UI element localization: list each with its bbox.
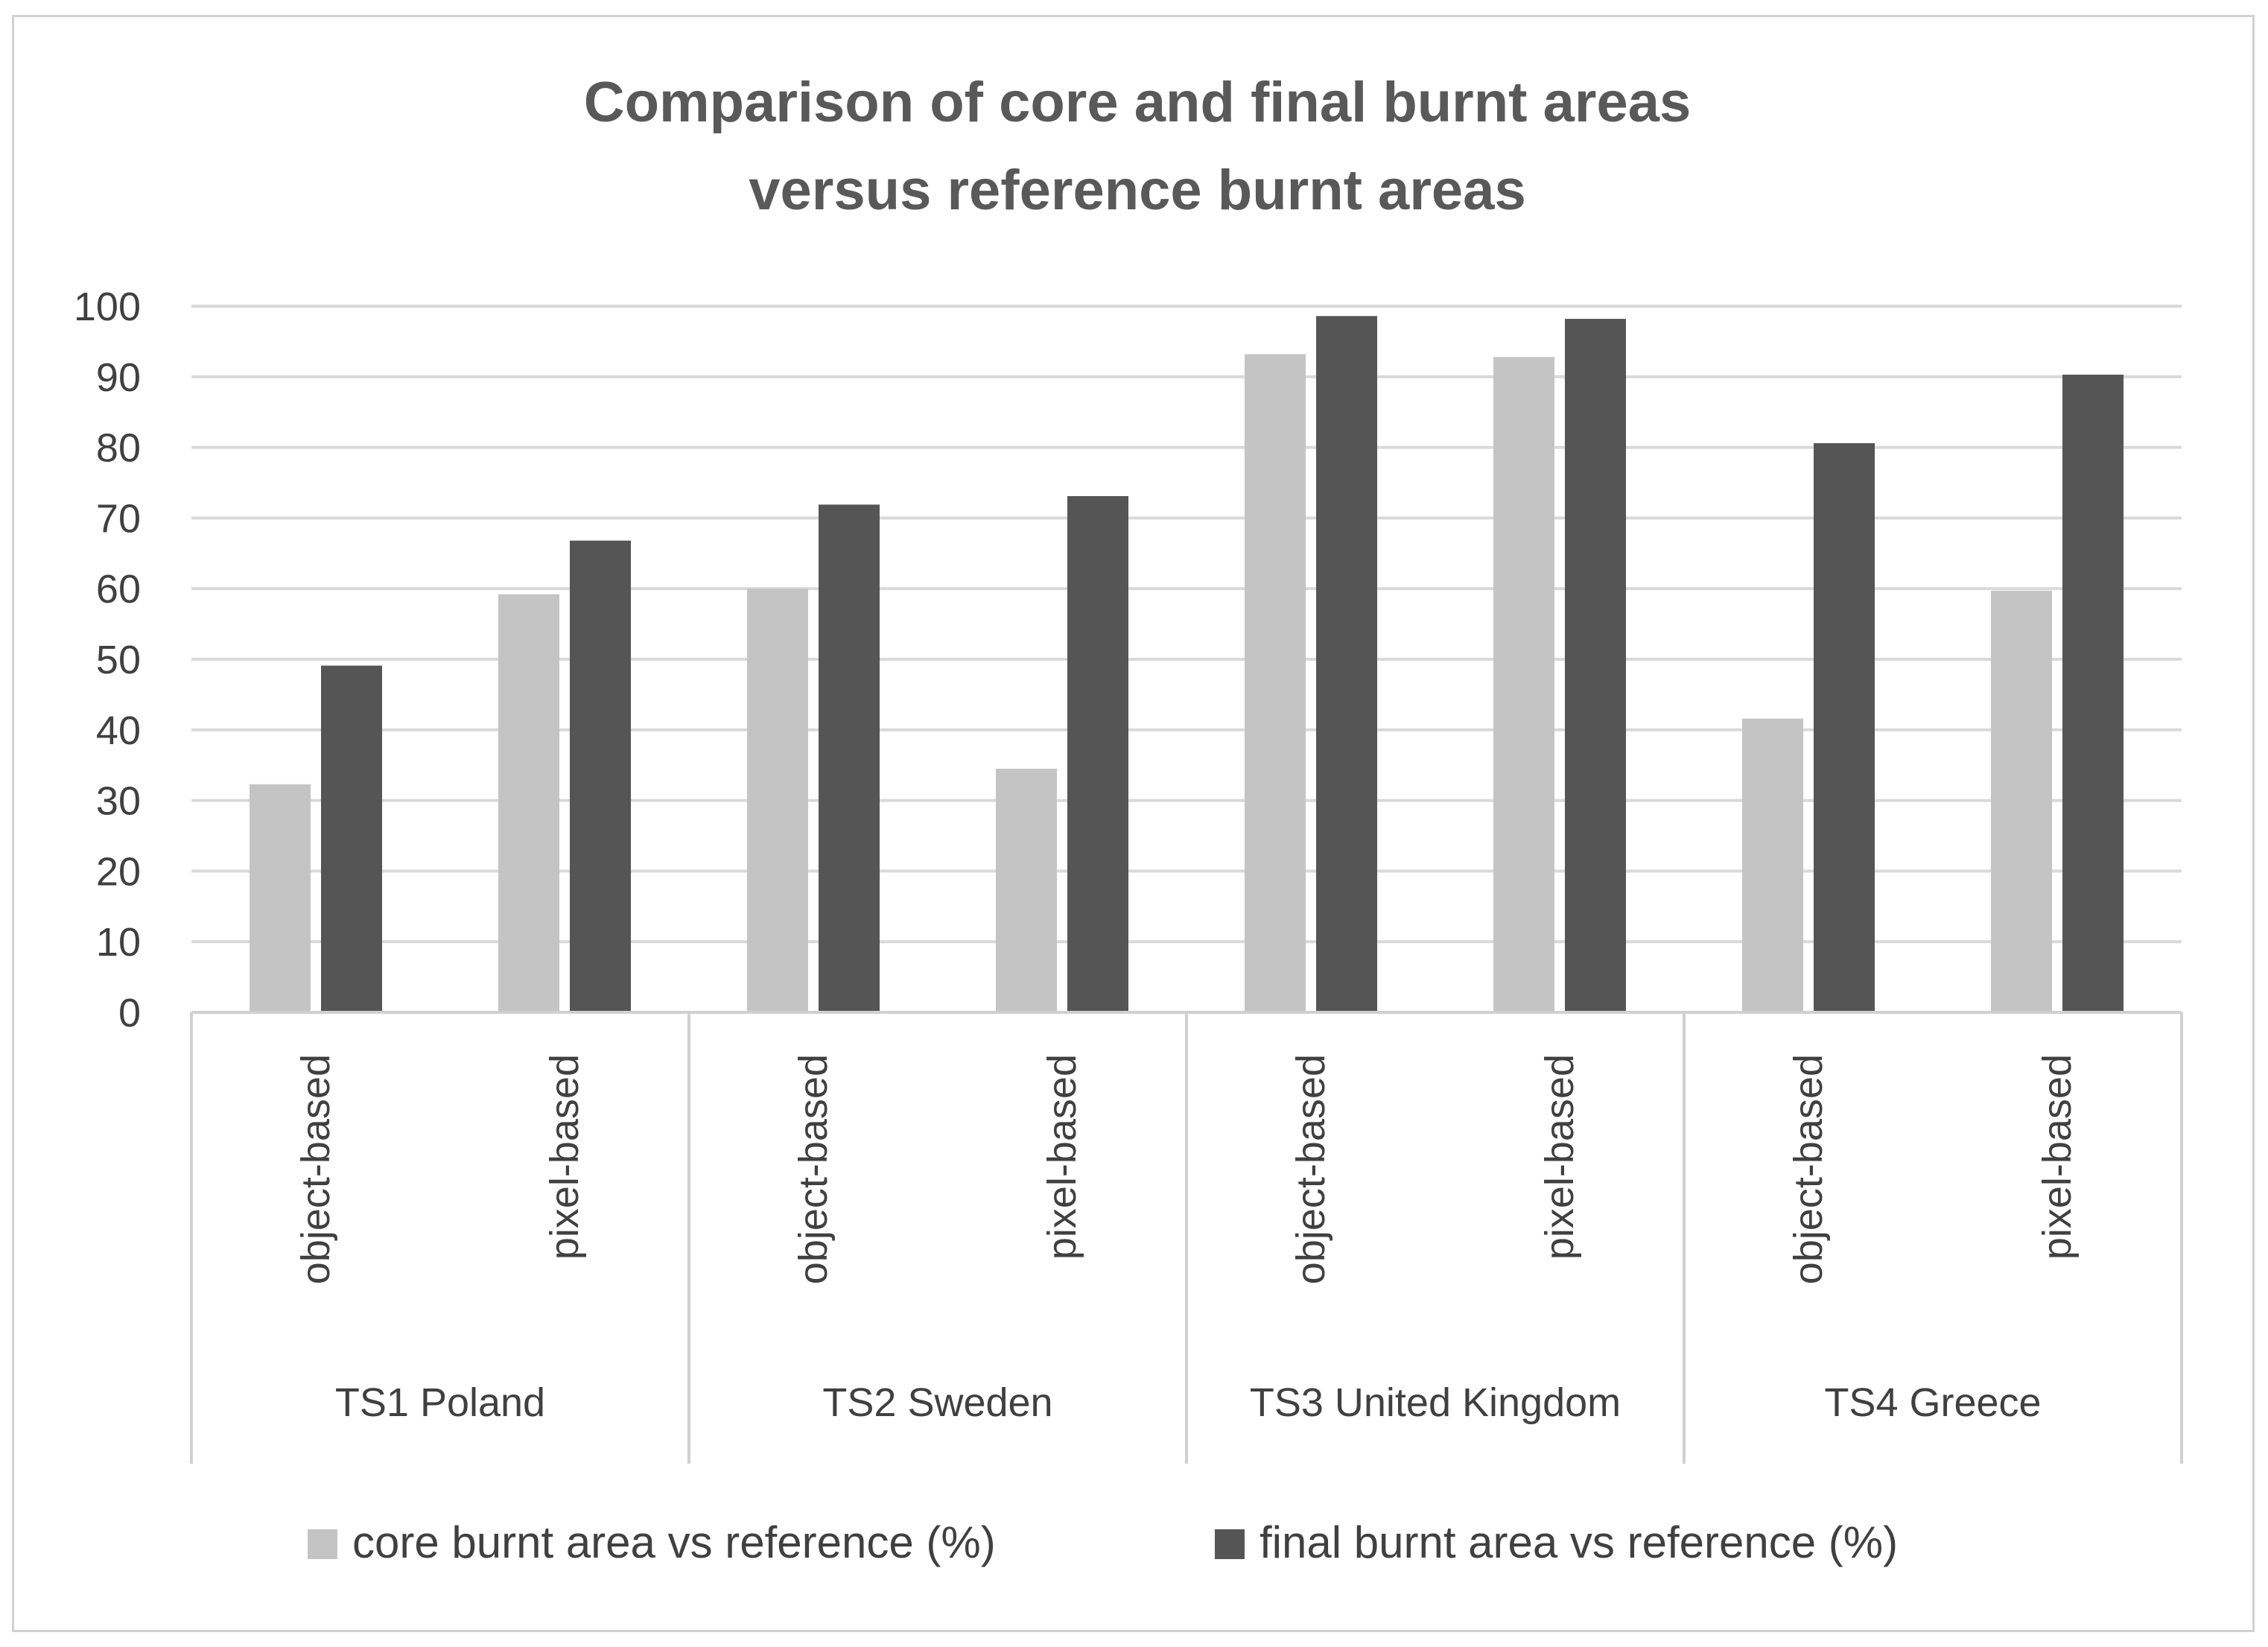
bar-final bbox=[1814, 442, 1875, 1012]
y-tick-label: 70 bbox=[96, 496, 141, 541]
legend-swatch-final bbox=[1215, 1529, 1245, 1559]
bar-final bbox=[1067, 496, 1128, 1012]
legend-swatch-core bbox=[308, 1529, 337, 1559]
bar-core bbox=[747, 588, 808, 1012]
x-category-label: object-based bbox=[791, 1054, 836, 1284]
bar-core bbox=[996, 768, 1057, 1012]
bars bbox=[250, 316, 2124, 1013]
legend: core burnt area vs reference (%) final bu… bbox=[308, 1517, 1898, 1567]
y-tick-label: 100 bbox=[74, 285, 141, 329]
y-tick-label: 20 bbox=[96, 849, 141, 894]
gridlines bbox=[191, 305, 2182, 944]
x-axis-group-labels: TS1 Poland TS2 Sweden TS3 United Kingdom TS… bbox=[335, 1380, 2042, 1425]
bar-final bbox=[1316, 316, 1377, 1013]
x-category-label: pixel-based bbox=[2035, 1054, 2080, 1260]
bar-core bbox=[250, 784, 311, 1012]
y-axis-ticks: 0 10 20 30 40 50 60 70 80 90 100 bbox=[74, 285, 141, 1035]
y-tick-label: 40 bbox=[96, 708, 141, 753]
bar-final bbox=[321, 665, 382, 1012]
chart-title-line: Comparison of core and final burnt areas bbox=[584, 71, 1692, 134]
y-tick-label: 80 bbox=[96, 426, 141, 471]
bar-final bbox=[819, 504, 880, 1012]
y-tick-label: 50 bbox=[96, 638, 141, 682]
bar-core bbox=[1493, 357, 1554, 1013]
legend-label: final burnt area vs reference (%) bbox=[1260, 1517, 1898, 1567]
x-group-label: TS4 Greece bbox=[1824, 1380, 2041, 1425]
bar-final bbox=[570, 540, 631, 1012]
bar-core bbox=[1991, 591, 2052, 1012]
bar-final bbox=[1565, 319, 1626, 1013]
bar-final bbox=[2062, 374, 2124, 1012]
y-tick-label: 10 bbox=[96, 920, 141, 965]
x-category-label: pixel-based bbox=[1537, 1054, 1582, 1260]
y-tick-label: 30 bbox=[96, 779, 141, 824]
x-axis bbox=[190, 1011, 2183, 1464]
x-category-label: object-based bbox=[293, 1054, 338, 1284]
x-group-label: TS2 Sweden bbox=[822, 1380, 1052, 1425]
bar-core bbox=[498, 594, 559, 1012]
bar-core bbox=[1245, 354, 1306, 1012]
x-group-label: TS3 United Kingdom bbox=[1250, 1380, 1621, 1425]
chart-title: Comparison of core and final burnt areas… bbox=[584, 71, 1692, 222]
y-tick-label: 90 bbox=[96, 355, 141, 400]
bar-core bbox=[1742, 718, 1803, 1012]
chart-area: Comparison of core and final burnt areas… bbox=[12, 15, 2255, 1632]
y-tick-label: 0 bbox=[118, 991, 141, 1035]
x-category-label: object-based bbox=[1289, 1054, 1333, 1284]
x-axis-category-labels: object-based pixel-based object-based pixel… bbox=[293, 1054, 2080, 1284]
chart-title-line: versus reference burnt areas bbox=[749, 159, 1525, 222]
x-category-label: pixel-based bbox=[542, 1054, 587, 1260]
x-group-label: TS1 Poland bbox=[335, 1380, 545, 1425]
legend-label: core burnt area vs reference (%) bbox=[352, 1517, 996, 1567]
bar-chart: Comparison of core and final burnt areas… bbox=[74, 71, 2183, 1567]
x-category-label: object-based bbox=[1786, 1054, 1831, 1284]
x-category-label: pixel-based bbox=[1040, 1054, 1084, 1260]
y-tick-label: 60 bbox=[96, 567, 141, 612]
